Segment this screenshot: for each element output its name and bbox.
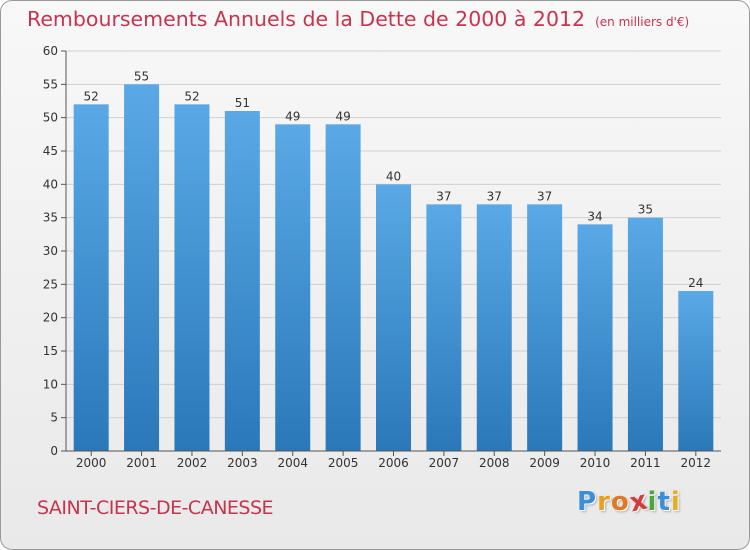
bar-value-label: 37 (436, 189, 451, 203)
bar-2004[interactable] (275, 124, 311, 451)
y-tick-label: 55 (43, 77, 58, 91)
bar-2006[interactable] (376, 184, 411, 452)
bar-value-label: 55 (134, 69, 149, 83)
bar-2003[interactable] (224, 111, 260, 451)
bar-value-label: 40 (386, 169, 401, 183)
y-tick-label: 10 (43, 377, 58, 391)
x-tick-label: 2004 (277, 456, 308, 470)
bar-2005[interactable] (325, 124, 361, 451)
x-tick-label: 2003 (227, 456, 258, 470)
bar-layer: 52 55 52 51 49 49 40 37 37 37 34 35 24 (73, 69, 714, 452)
y-tick-label: 5 (50, 411, 58, 425)
y-tick-label: 20 (43, 311, 58, 325)
bar-value-label: 49 (285, 109, 300, 123)
bar-value-label: 52 (184, 89, 199, 103)
bar-value-label: 24 (688, 276, 703, 290)
logo-letter: i (670, 487, 681, 517)
bar-2009[interactable] (527, 204, 563, 451)
x-tick-label: 2012 (681, 456, 712, 470)
x-tick-label: 2002 (177, 456, 208, 470)
x-tick-label: 2011 (630, 456, 661, 470)
y-tick-label: 25 (43, 277, 58, 291)
bar-value-label: 49 (335, 109, 350, 123)
bar-2012[interactable] (678, 291, 714, 451)
y-tick-label: 50 (43, 111, 58, 125)
logo-letter: t (657, 487, 671, 517)
bar-2010[interactable] (577, 224, 613, 451)
x-tick-label: 2000 (76, 456, 107, 470)
y-tick-label: 60 (43, 44, 58, 58)
bar-2000[interactable] (73, 104, 109, 451)
y-tick-label: 15 (43, 344, 58, 358)
axis-layer: 0 5 10 15 20 25 30 35 40 45 50 55 60 2000 2001 2002 2003… (43, 44, 721, 470)
proxiti-logo[interactable]: Proxiti (577, 485, 681, 518)
chart-subtitle: (en milliers d'€) (595, 15, 690, 29)
bar-2011[interactable] (627, 217, 663, 451)
x-tick-label: 2007 (429, 456, 460, 470)
logo-letter: i (647, 487, 658, 517)
bar-2002[interactable] (174, 104, 210, 451)
logo-letter: o (610, 487, 630, 517)
x-tick-label: 2005 (328, 456, 359, 470)
bar-value-label: 35 (638, 203, 653, 217)
town-name: SAINT-CIERS-DE-CANESSE (37, 497, 274, 519)
bar-value-label: 37 (487, 189, 502, 203)
x-tick-label: 2010 (580, 456, 611, 470)
bar-2008[interactable] (476, 204, 512, 451)
x-tick-label: 2001 (126, 456, 157, 470)
bar-2007[interactable] (426, 204, 462, 451)
x-tick-label: 2008 (479, 456, 510, 470)
bar-value-label: 52 (84, 89, 99, 103)
bar-2001[interactable] (124, 84, 160, 451)
x-tick-label: 2006 (378, 456, 409, 470)
bar-value-label: 34 (587, 209, 602, 223)
x-tick-label: 2009 (529, 456, 560, 470)
logo-letter: P (577, 487, 598, 517)
y-tick-label: 35 (43, 211, 58, 225)
chart-title: Remboursements Annuels de la Dette de 20… (27, 7, 689, 31)
y-tick-label: 30 (43, 244, 58, 258)
y-tick-label: 0 (50, 444, 58, 458)
bar-value-label: 51 (235, 96, 250, 110)
y-tick-label: 45 (43, 144, 58, 158)
bar-value-label: 37 (537, 189, 552, 203)
logo-letter: r (597, 487, 611, 517)
y-tick-label: 40 (43, 177, 58, 191)
chart-title-text: Remboursements Annuels de la Dette de 20… (27, 7, 586, 31)
